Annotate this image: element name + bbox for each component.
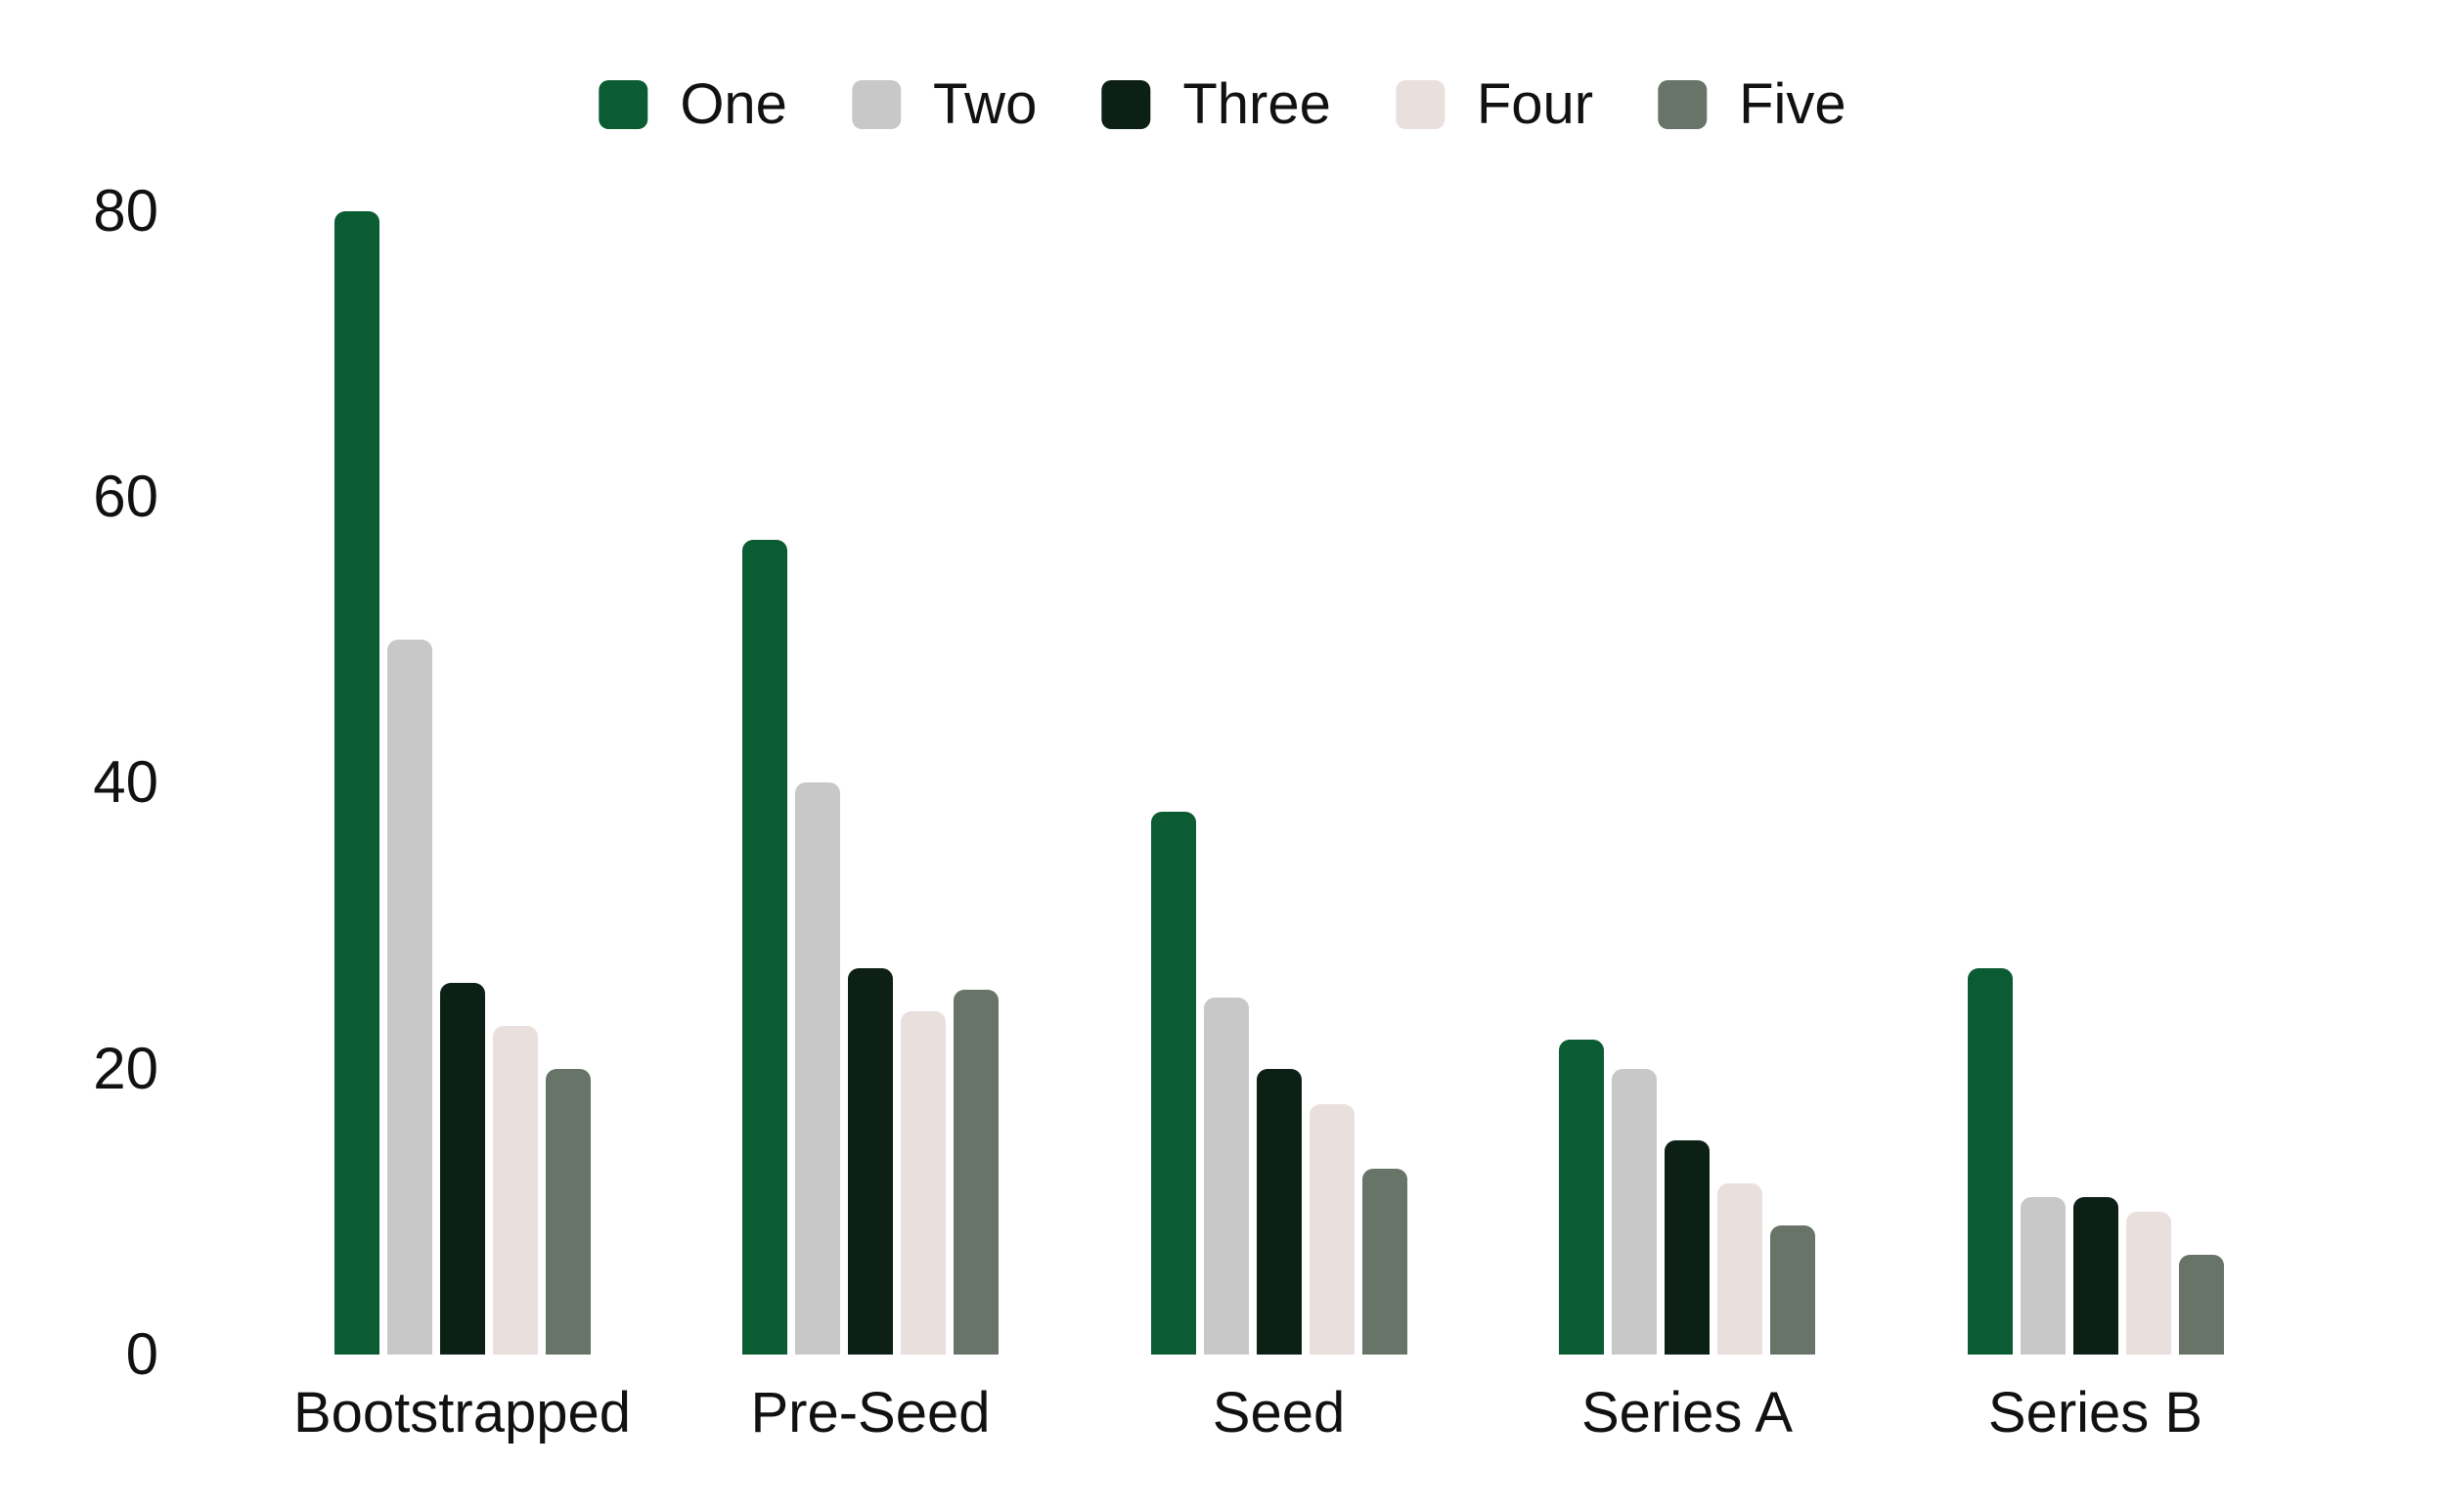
legend-label-one: One [680,72,787,136]
legend-swatch-four [1395,80,1445,129]
x-axis-label-pre-seed: Pre-Seed [750,1381,991,1445]
bar-two-seed [1203,997,1249,1355]
bar-one-seed [1150,811,1196,1355]
x-axis-label-seed: Seed [1212,1381,1346,1445]
x-axis-label-bootstrapped: Bootstrapped [292,1381,632,1445]
legend-label-three: Three [1182,72,1331,136]
bar-one-series-a [1559,1040,1604,1355]
legend-item-one: One [599,76,787,133]
bar-five-series-b [2178,1254,2224,1355]
y-axis-tick-20: 20 [93,1035,158,1101]
bar-five-bootstrapped [545,1068,591,1355]
x-axis-label-series-a: Series A [1581,1381,1793,1445]
legend-swatch-two [851,80,901,129]
bar-three-series-b [2072,1197,2118,1355]
y-axis-tick-0: 0 [125,1321,158,1387]
chart-legend: One Two Three Four Five [599,72,1846,136]
legend-item-two: Two [851,72,1038,136]
bar-one-pre-seed [742,539,787,1355]
bar-five-seed [1361,1168,1407,1355]
legend-swatch-three [1101,80,1151,129]
y-axis-tick-40: 40 [93,749,158,816]
legend-label-two: Two [932,72,1038,136]
bar-four-series-b [2125,1211,2171,1355]
bar-two-series-b [2020,1197,2066,1355]
y-axis-tick-60: 60 [93,463,158,529]
bar-five-pre-seed [954,990,999,1355]
bar-four-pre-seed [901,1011,946,1355]
bar-three-seed [1256,1068,1302,1355]
bar-four-seed [1309,1104,1355,1355]
bar-three-pre-seed [848,968,893,1355]
legend-item-three: Three [1101,76,1331,133]
bar-five-series-a [1770,1225,1815,1355]
bar-four-series-a [1717,1182,1762,1355]
bar-one-bootstrapped [333,210,379,1355]
bar-two-bootstrapped [386,640,432,1355]
x-axis-label-series-b: Series B [1987,1381,2203,1445]
y-axis-tick-80: 80 [93,177,158,244]
bar-one-series-b [1967,968,2013,1355]
legend-swatch-five [1658,80,1708,129]
bar-three-series-a [1665,1139,1710,1355]
bar-two-pre-seed [795,782,840,1355]
bar-three-bootstrapped [439,982,485,1355]
bar-two-series-a [1612,1068,1657,1355]
legend-label-five: Five [1739,72,1846,136]
legend-swatch-one [599,80,648,129]
bar-four-bootstrapped [492,1025,538,1355]
legend-item-four: Four [1395,72,1594,136]
legend-item-five: Five [1658,76,1846,133]
legend-label-four: Four [1476,72,1594,136]
